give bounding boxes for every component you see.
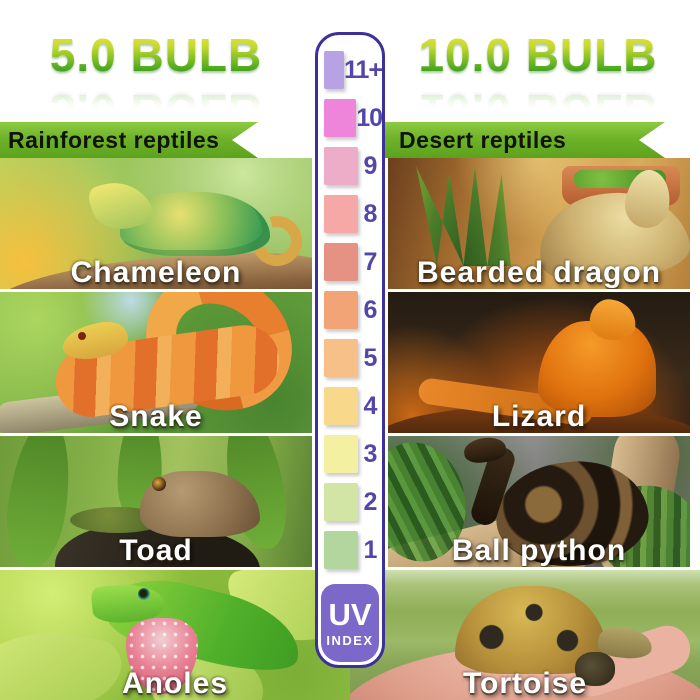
desert-banner-label: Desert reptiles <box>399 126 567 153</box>
uv-value-3: 3 <box>363 439 378 468</box>
anoles-label: Anoles <box>121 667 229 700</box>
uv-index-scale: 11+ 10 9 8 7 6 5 4 3 2 1 UV INDEX <box>315 32 385 668</box>
tortoise-leg-illustration <box>575 652 615 686</box>
bulb-5-title: 5.0 BULB <box>0 26 312 86</box>
uv-level-row: 11+ <box>324 51 383 89</box>
uv-swatch-3 <box>324 435 358 473</box>
uv-level-row: 9 <box>324 147 382 185</box>
tortoise-label: Tortoise <box>462 667 588 700</box>
bearded-dragon-photo: Bearded dragon <box>388 158 690 289</box>
uv-level-row: 10 <box>324 99 383 137</box>
uv-value-10: 10 <box>356 103 383 132</box>
uv-value-6: 6 <box>363 295 378 324</box>
tortoise-photo: Tortoise <box>350 570 700 700</box>
uv-level-row: 8 <box>324 195 382 233</box>
uv-swatch-9 <box>324 147 358 185</box>
plant-illustration <box>416 166 511 266</box>
ball-python-label: Ball python <box>451 534 627 567</box>
desert-banner: Desert reptiles <box>385 122 665 158</box>
uv-swatch-7 <box>324 243 358 281</box>
uv-level-row: 2 <box>324 483 382 521</box>
rainforest-banner-label: Rainforest reptiles <box>8 126 220 153</box>
lizard-illustration <box>538 321 656 417</box>
rainforest-banner: Rainforest reptiles <box>0 122 258 158</box>
chameleon-label: Chameleon <box>70 256 242 289</box>
uv-value-5: 5 <box>363 343 378 372</box>
uv-index-badge: UV INDEX <box>321 584 379 662</box>
toad-photo: Toad <box>0 436 312 567</box>
uv-swatch-5 <box>324 339 358 377</box>
uv-swatch-8 <box>324 195 358 233</box>
uv-level-row: 5 <box>324 339 382 377</box>
uv-level-row: 3 <box>324 435 382 473</box>
uv-level-row: 4 <box>324 387 382 425</box>
uv-swatch-6 <box>324 291 358 329</box>
uv-value-4: 4 <box>363 391 378 420</box>
uv-badge-title: UV <box>328 596 372 632</box>
uv-level-row: 1 <box>324 531 382 569</box>
ball-python-photo: Ball python <box>388 436 690 567</box>
uv-level-row: 6 <box>324 291 382 329</box>
uv-swatch-1 <box>324 531 358 569</box>
toad-eye-illustration <box>152 477 166 491</box>
anoles-photo: Anoles <box>0 570 350 700</box>
uv-value-9: 9 <box>363 151 378 180</box>
bulb-10-title: 10.0 BULB <box>388 26 688 86</box>
snake-eye-illustration <box>78 332 86 340</box>
chameleon-photo: Chameleon <box>0 158 312 289</box>
uv-level-row: 7 <box>324 243 382 281</box>
uv-value-2: 2 <box>363 487 378 516</box>
bearded-dragon-label: Bearded dragon <box>416 256 662 289</box>
snake-label: Snake <box>109 400 203 433</box>
uv-value-8: 8 <box>363 199 378 228</box>
uv-value-11: 11+ <box>343 55 383 84</box>
lizard-photo: Lizard <box>388 292 690 433</box>
snake-photo: Snake <box>0 292 312 433</box>
uv-value-7: 7 <box>363 247 378 276</box>
toad-label: Toad <box>119 534 193 567</box>
uv-value-1: 1 <box>363 535 378 564</box>
uv-swatch-2 <box>324 483 358 521</box>
uv-swatch-4 <box>324 387 358 425</box>
anole-eye-illustration <box>138 588 150 600</box>
uv-swatch-10 <box>324 99 357 137</box>
uv-badge-subtitle: INDEX <box>326 632 374 648</box>
uv-swatch-11 <box>324 51 344 89</box>
lizard-label: Lizard <box>491 400 587 433</box>
